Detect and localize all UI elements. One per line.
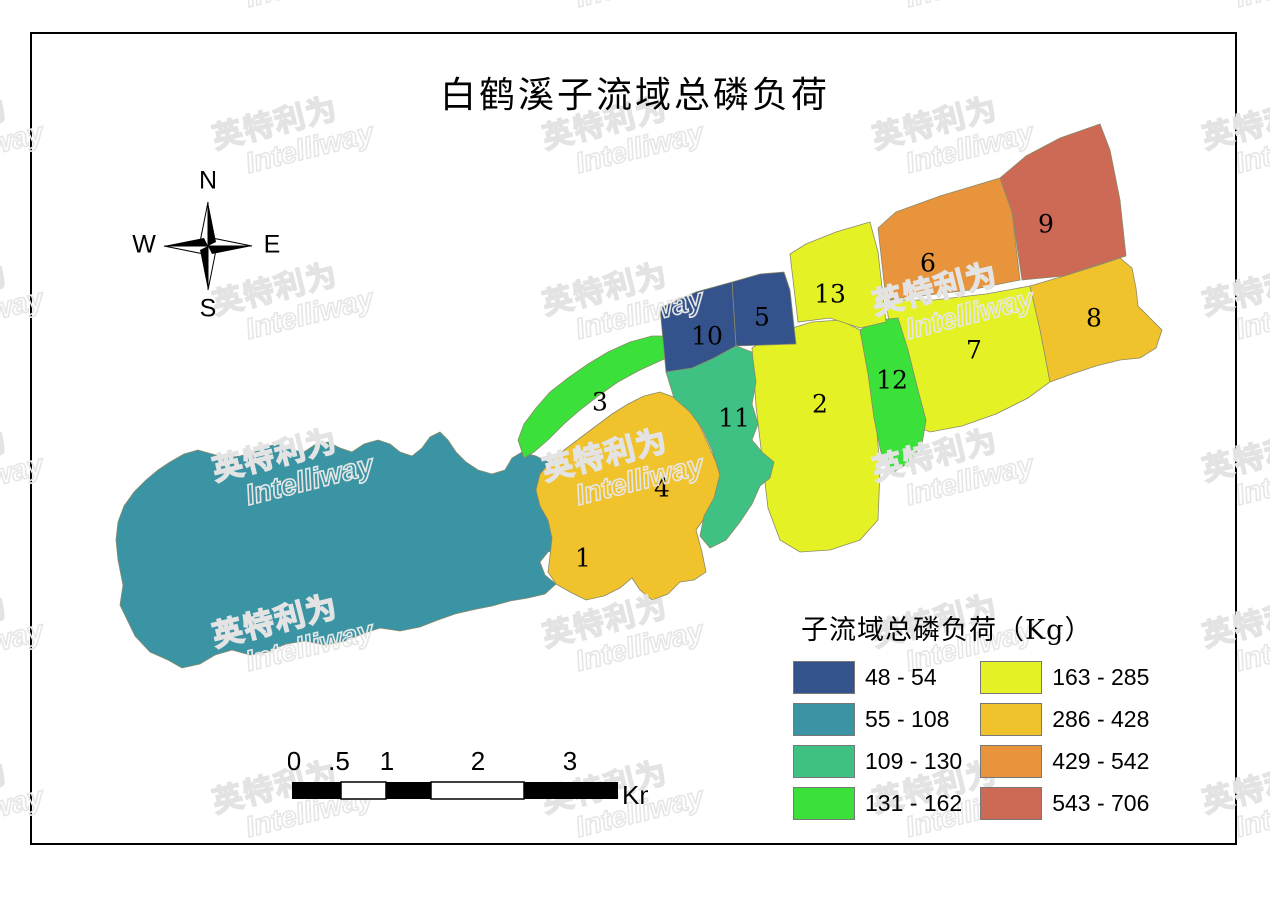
map-frame-border bbox=[30, 32, 1237, 845]
scale-bar-tick-3: 2 bbox=[471, 746, 485, 776]
compass-east-label: E bbox=[264, 231, 281, 259]
compass-west-label: W bbox=[132, 231, 156, 259]
compass-south-label: S bbox=[200, 295, 217, 323]
subbasin-polygon-6[interactable] bbox=[877, 177, 1021, 301]
legend-range-label: 163 - 285 bbox=[1052, 664, 1150, 690]
legend-item[interactable]: 48 - 54 bbox=[793, 661, 962, 694]
legend-title: 子流域总磷负荷（Kg） bbox=[801, 615, 1093, 646]
legend-item[interactable]: 163 - 285 bbox=[980, 661, 1149, 694]
subbasin-label-3: 3 bbox=[592, 388, 608, 417]
legend-swatch bbox=[980, 661, 1043, 694]
legend-range-label: 131 - 162 bbox=[865, 790, 963, 816]
subbasin-label-12: 12 bbox=[876, 366, 908, 395]
north-arrow: N S W E bbox=[132, 168, 281, 323]
legend-columns: 48 - 54 55 - 108 109 - 130 131 - 162 163 - 2… bbox=[793, 661, 1149, 820]
legend-swatch bbox=[793, 661, 855, 694]
legend-item[interactable]: 109 - 130 bbox=[793, 745, 962, 778]
subbasin-label-9: 9 bbox=[1038, 210, 1054, 239]
legend-item[interactable]: 55 - 108 bbox=[793, 703, 962, 736]
subbasin-polygon-12[interactable] bbox=[859, 317, 927, 473]
legend-item[interactable]: 131 - 162 bbox=[793, 787, 962, 820]
subbasin-polygon-4[interactable] bbox=[535, 391, 723, 601]
legend-swatch bbox=[980, 703, 1043, 736]
legend-item[interactable]: 286 - 428 bbox=[980, 703, 1149, 736]
legend-swatch bbox=[793, 787, 855, 820]
page-title: 白鹤溪子流域总磷负荷 bbox=[439, 75, 830, 116]
subbasin-label-2: 2 bbox=[812, 390, 828, 419]
scale-bar-unit-label: Km bbox=[622, 780, 648, 810]
subbasin-label-11: 11 bbox=[718, 404, 750, 433]
scale-bar-tick-0: 0 bbox=[288, 746, 301, 776]
legend-range-label: 55 - 108 bbox=[865, 706, 950, 732]
legend-column-0: 48 - 54 55 - 108 109 - 130 131 - 162 bbox=[793, 661, 962, 820]
compass-north-label: N bbox=[199, 168, 217, 195]
legend-range-label: 429 - 542 bbox=[1052, 748, 1150, 774]
scale-bar-tick-1: .5 bbox=[328, 746, 350, 776]
legend-swatch bbox=[793, 703, 855, 736]
subbasin-label-7: 7 bbox=[966, 336, 982, 365]
legend-swatch bbox=[980, 787, 1043, 820]
legend-range-label: 286 - 428 bbox=[1052, 706, 1150, 732]
legend-item[interactable]: 429 - 542 bbox=[980, 745, 1149, 778]
subbasin-label-6: 6 bbox=[920, 249, 936, 278]
legend-column-1: 163 - 285 286 - 428 429 - 542 543 - 706 bbox=[980, 661, 1149, 820]
subbasin-label-10: 10 bbox=[691, 322, 723, 351]
subbasin-polygon-11[interactable] bbox=[665, 345, 775, 549]
legend-swatch bbox=[980, 745, 1043, 778]
subbasin-label-1: 1 bbox=[575, 544, 591, 573]
scale-bar-tick-group: 0 .5 1 2 3 bbox=[288, 746, 577, 776]
polygon-group bbox=[115, 123, 1163, 669]
subbasin-label-8: 8 bbox=[1086, 304, 1102, 333]
scale-bar-tick-4: 3 bbox=[563, 746, 577, 776]
subbasin-polygon-9[interactable] bbox=[999, 123, 1127, 281]
legend-swatch bbox=[793, 745, 855, 778]
subbasin-label-4: 4 bbox=[654, 474, 670, 503]
legend-range-label: 543 - 706 bbox=[1052, 790, 1150, 816]
subbasin-label-5: 5 bbox=[754, 303, 770, 332]
legend-range-label: 109 - 130 bbox=[865, 748, 963, 774]
subbasin-label-13: 13 bbox=[814, 280, 846, 309]
subbasin-polygon-13[interactable] bbox=[789, 221, 887, 329]
legend-range-label: 48 - 54 bbox=[865, 664, 937, 690]
legend: 子流域总磷负荷（Kg） 48 - 54 55 - 108 109 - 130 131 … bbox=[793, 608, 1149, 820]
subbasin-polygon-2[interactable] bbox=[751, 319, 881, 553]
legend-item[interactable]: 543 - 706 bbox=[980, 787, 1149, 820]
scale-bar-tick-2: 1 bbox=[380, 746, 394, 776]
scale-bar: 0 .5 1 2 3 Km bbox=[288, 746, 648, 810]
